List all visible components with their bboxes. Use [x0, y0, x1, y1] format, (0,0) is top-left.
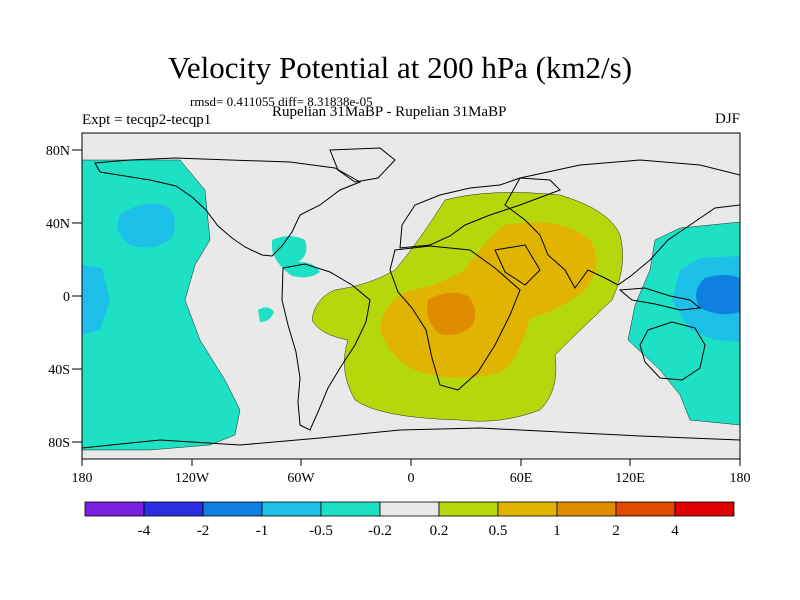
lat-tick-40s: 40S	[48, 363, 82, 378]
colorbar-label-2: -2	[197, 523, 210, 539]
colorbar-box-5	[320, 501, 381, 517]
lat-tick-80s: 80S	[48, 436, 82, 451]
coastline-south-america	[281, 263, 371, 431]
map-title: Velocity Potential at 200 hPa (km2/s)	[167, 50, 633, 85]
colorbar-label-6: 0.2	[430, 523, 449, 539]
colorbar-box-4	[261, 501, 322, 517]
lat-tick-40n: 40N	[46, 217, 82, 232]
colorbar-box-1	[84, 501, 145, 517]
longitude-axis: 180 120W 60W 0 60E 120E 180	[72, 459, 751, 486]
lat-tick-0: 0	[63, 290, 82, 305]
coastline-arabia	[494, 244, 541, 286]
experiment-label: Expt = tecqp2-tecqp1	[82, 112, 212, 128]
colorbar-label-7: 0.5	[489, 523, 508, 539]
lon-tick-0: 0	[408, 459, 415, 486]
lon-tick-60e: 60E	[510, 459, 533, 486]
colorbar-label-3: -1	[256, 523, 269, 539]
coastline-antarctica	[82, 427, 740, 449]
lon-label-120w: 120W	[175, 471, 210, 486]
colorbar-box-10	[615, 501, 676, 517]
coastline-north-america	[94, 157, 362, 257]
coastline-africa	[389, 245, 521, 391]
coastline-asia	[504, 159, 740, 289]
lat-label-equator: 0	[63, 290, 70, 305]
lon-tick-120w: 120W	[175, 459, 210, 486]
negative-core-east-inner	[696, 275, 740, 315]
colorbar-box-2	[143, 501, 204, 517]
coastline-greenland	[329, 147, 396, 183]
lon-tick-180w: 180	[72, 459, 93, 486]
coastline-europe	[399, 177, 561, 249]
positive-region-middle	[380, 222, 597, 379]
coastline-australia	[639, 321, 706, 381]
colorbar-box-6	[379, 501, 440, 517]
contour-field	[82, 133, 740, 459]
colorbar-box-8	[497, 501, 558, 517]
colorbar-label-8: 1	[553, 523, 561, 539]
colorbar-box-7	[438, 501, 499, 517]
colorbar-box-11	[674, 501, 735, 517]
lon-label-180w: 180	[72, 471, 93, 486]
colorbar-label-10: 4	[671, 523, 679, 539]
lat-tick-80n: 80N	[46, 144, 82, 159]
coastlines	[82, 147, 740, 449]
negative-core-west-edge	[82, 265, 110, 335]
lon-label-180e: 180	[730, 471, 751, 486]
lon-tick-60w: 60W	[287, 459, 315, 486]
lon-label-60e: 60E	[510, 471, 533, 486]
colorbar-box-3	[202, 501, 263, 517]
positive-core	[427, 292, 476, 335]
colorbar: -4 -2 -1 -0.5 -0.2 0.2 0.5 1 2 4	[84, 501, 735, 539]
negative-patch-caribbean	[272, 236, 320, 278]
lon-tick-180e: 180	[730, 459, 751, 486]
stats-text: rmsd= 0.411055 diff= 8.31838e-05	[190, 94, 373, 109]
colorbar-label-5: -0.2	[368, 523, 392, 539]
colorbar-label-4: -0.5	[309, 523, 333, 539]
lat-label-40s: 40S	[48, 363, 70, 378]
latitude-axis: 80N 40N 0 40S 80S	[46, 144, 82, 451]
negative-patch-south-atlantic	[258, 307, 274, 322]
colorbar-label-9: 2	[612, 523, 620, 539]
season-label: DJF	[714, 111, 740, 127]
lon-label-0: 0	[408, 471, 415, 486]
lon-label-60w: 60W	[287, 471, 315, 486]
lon-tick-120e: 120E	[615, 459, 645, 486]
case-label: Rupelian 31MaBP - Rupelian 31MaBP	[272, 104, 507, 120]
coastline-southeast-asia	[618, 287, 702, 311]
lon-label-120e: 120E	[615, 471, 645, 486]
negative-core-north-pacific	[117, 203, 175, 248]
lat-label-80s: 80S	[48, 436, 70, 451]
colorbar-box-9	[556, 501, 617, 517]
lat-label-40n: 40N	[46, 217, 70, 232]
lat-label-80n: 80N	[46, 144, 70, 159]
colorbar-label-1: -4	[138, 523, 151, 539]
